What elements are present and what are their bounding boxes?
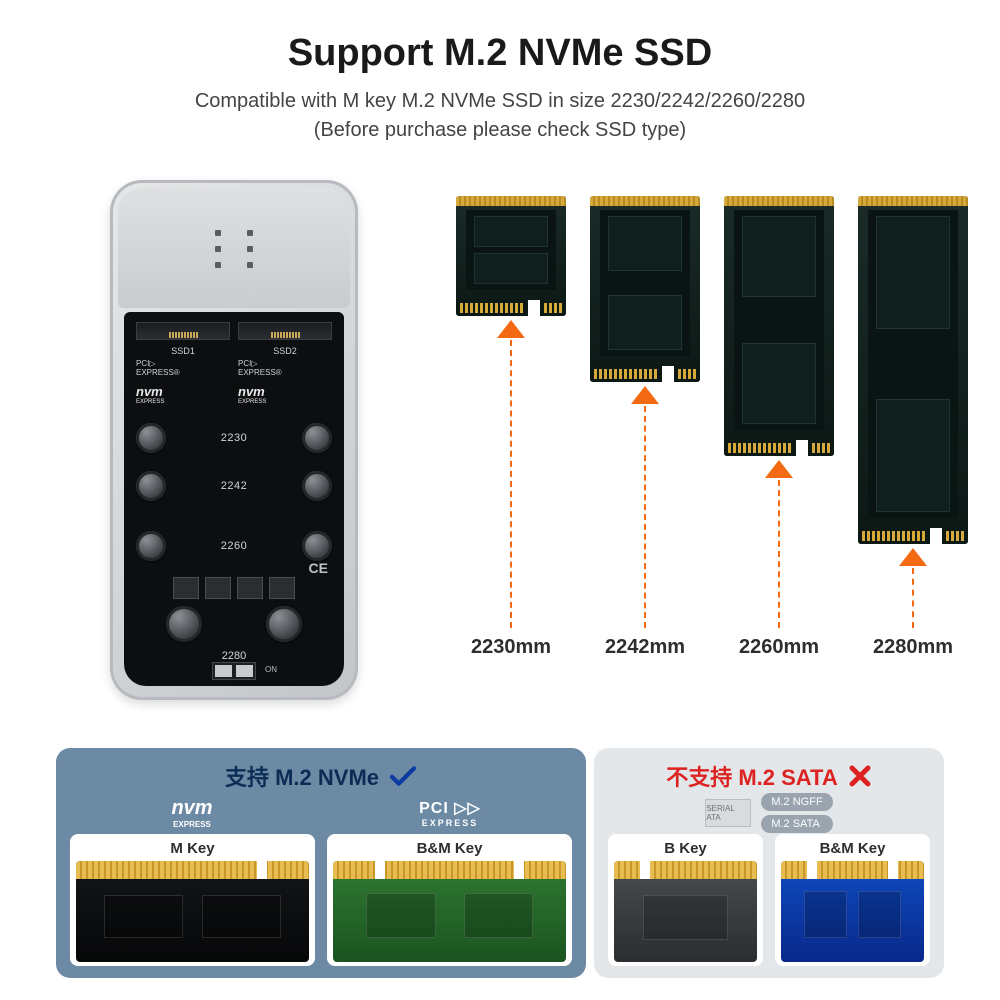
x-icon bbox=[848, 764, 872, 788]
ssd-label-2242: 2242mm bbox=[605, 636, 685, 659]
ssd-col-2242: 2242mm bbox=[590, 196, 700, 659]
size-2280: 2280 bbox=[124, 650, 344, 662]
pci-logo: PCI ▷▷EXPRESS bbox=[328, 798, 572, 828]
arrow-icon bbox=[497, 320, 525, 338]
page-title: Support M.2 NVMe SSD bbox=[0, 0, 1000, 75]
on-switch bbox=[212, 662, 256, 680]
ce-mark: CE bbox=[309, 560, 328, 576]
ssd-label-2280: 2280mm bbox=[873, 636, 953, 659]
pci-logo-2: PCI▷ bbox=[238, 359, 258, 368]
arrow-icon bbox=[631, 386, 659, 404]
dip-switches bbox=[136, 577, 332, 599]
ssd-col-2260: 2260mm bbox=[724, 196, 834, 659]
unsupported-title: 不支持 M.2 SATA bbox=[666, 760, 838, 792]
ssd-size-comparison: 2230mm 2242mm 2260mm 2280mm bbox=[456, 196, 968, 659]
slot2-label: SSD2 bbox=[238, 346, 332, 356]
size-2242: 2242 bbox=[172, 480, 296, 492]
arrow-icon bbox=[765, 460, 793, 478]
subtitle-line1: Compatible with M key M.2 NVMe SSD in si… bbox=[195, 90, 805, 112]
enclosure-device: SSD1 SSD2 PCI▷EXPRESS® PCI▷EXPRESS® nvmE… bbox=[110, 180, 358, 700]
arrow-icon bbox=[899, 548, 927, 566]
compat-supported: 支持 M.2 NVMe nvmEXPRESS PCI ▷▷EXPRESS M K… bbox=[56, 748, 586, 978]
key-b: B Key bbox=[608, 834, 763, 966]
page-subtitle: Compatible with M key M.2 NVMe SSD in si… bbox=[0, 87, 1000, 145]
ssd-slot-2 bbox=[238, 322, 332, 340]
nvm-logo: nvmEXPRESS bbox=[70, 798, 314, 828]
sata-badge: SERIAL ATA bbox=[705, 799, 751, 827]
size-2230: 2230 bbox=[172, 432, 296, 444]
ssd-label-2260: 2260mm bbox=[739, 636, 819, 659]
supported-title: 支持 M.2 NVMe bbox=[225, 760, 379, 792]
size-2260: 2260 bbox=[172, 540, 296, 552]
pill-ngff: M.2 NGFF bbox=[761, 793, 832, 811]
subtitle-line2: (Before purchase please check SSD type) bbox=[314, 119, 686, 141]
ssd-col-2280: 2280mm bbox=[858, 196, 968, 659]
ssd-slot-1 bbox=[136, 322, 230, 340]
enclosure-pcb: SSD1 SSD2 PCI▷EXPRESS® PCI▷EXPRESS® nvmE… bbox=[124, 312, 344, 686]
ssd-col-2230: 2230mm bbox=[456, 196, 566, 659]
pci-logo-1: PCI▷ bbox=[136, 359, 156, 368]
slot1-label: SSD1 bbox=[136, 346, 230, 356]
ssd-label-2230: 2230mm bbox=[471, 636, 551, 659]
key-bm-yes: B&M Key bbox=[327, 834, 572, 966]
check-icon bbox=[389, 765, 417, 787]
compatibility-panel: 支持 M.2 NVMe nvmEXPRESS PCI ▷▷EXPRESS M K… bbox=[56, 748, 944, 978]
pill-sata: M.2 SATA bbox=[761, 815, 832, 833]
key-m: M Key bbox=[70, 834, 315, 966]
enclosure-leds bbox=[215, 230, 253, 268]
key-bm-no: B&M Key bbox=[775, 834, 930, 966]
nvm-logo-1: nvm bbox=[136, 384, 163, 399]
nvm-logo-2: nvm bbox=[238, 384, 265, 399]
compat-unsupported: 不支持 M.2 SATA SERIAL ATA M.2 NGFF M.2 SAT… bbox=[594, 748, 944, 978]
